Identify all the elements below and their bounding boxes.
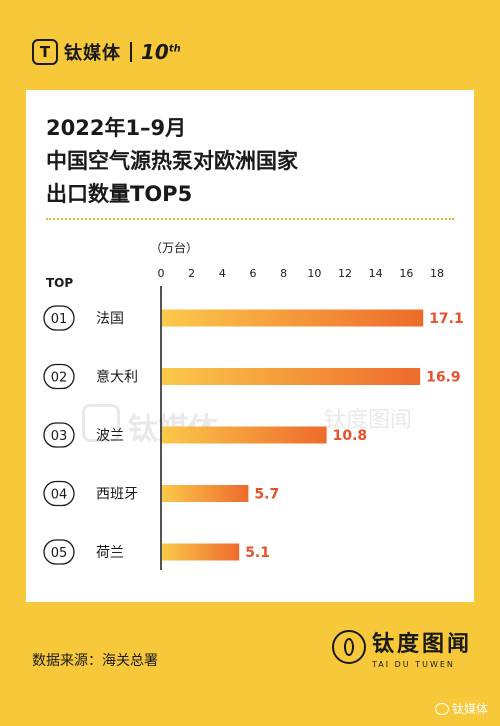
wechat-label: 钛媒体: [451, 702, 488, 716]
value-label: 16.9: [426, 370, 461, 386]
unit-label: （万台）: [150, 240, 198, 255]
rank-badge: [43, 363, 75, 390]
taidu-tuwen-stamp: 钛度图闻 TAI DU TUWEN: [332, 622, 472, 680]
x-tick-label: 16: [399, 267, 413, 280]
x-tick-label: 10: [307, 267, 321, 280]
rank-number: 05: [51, 546, 68, 561]
anniversary-badge: 10th: [141, 40, 181, 64]
rank-number: 01: [51, 312, 68, 327]
stamp-title: 钛度图闻: [372, 632, 473, 657]
brand-name: 钛媒体: [64, 43, 121, 64]
bar: [162, 309, 424, 327]
wechat-credit: 钛媒体: [434, 700, 488, 717]
bar: [162, 368, 421, 385]
x-tick-label: 8: [280, 267, 287, 280]
category-label: 意大利: [96, 369, 138, 386]
title-line-2: 中国空气源热泵对欧洲国家: [46, 149, 298, 173]
x-tick-label: 14: [369, 267, 383, 280]
title-line-1: 2022年1–9月: [46, 116, 187, 140]
x-tick-label: 6: [250, 267, 257, 280]
x-tick-label: 4: [219, 267, 226, 280]
rank-header: TOP: [46, 276, 73, 290]
value-label: 5.7: [254, 487, 279, 503]
stamp-subtitle: TAI DU TUWEN: [372, 660, 455, 669]
value-label: 10.8: [333, 428, 368, 444]
x-tick-label: 2: [188, 267, 195, 280]
category-label: 波兰: [96, 428, 124, 444]
dotted-divider: [46, 218, 454, 220]
bar: [162, 543, 240, 561]
x-tick-label: 0: [158, 267, 165, 280]
category-label: 法国: [96, 311, 124, 327]
header-divider: [130, 42, 132, 62]
stamp-eye-icon: [332, 630, 366, 664]
bar: [162, 426, 327, 444]
category-label: 西班牙: [96, 487, 138, 503]
x-tick-label: 12: [338, 267, 352, 280]
rank-badge: [43, 305, 75, 331]
brand-header: T 钛媒体 10th: [32, 36, 181, 68]
rank-badge: [43, 422, 75, 448]
rank-badge: [43, 539, 75, 565]
brand-logo-icon: T: [32, 39, 58, 65]
value-label: 17.1: [429, 311, 464, 327]
x-tick-label: 18: [430, 267, 444, 280]
title-line-3: 出口数量TOP5: [46, 182, 193, 206]
value-label: 5.1: [245, 545, 270, 561]
category-label: 荷兰: [96, 545, 124, 561]
rank-number: 03: [51, 429, 68, 444]
bar: [162, 485, 249, 502]
wechat-icon: [434, 702, 449, 715]
rank-badge: [43, 480, 75, 507]
data-source: 数据来源：海关总署: [32, 653, 158, 669]
chart-title: 2022年1–9月 中国空气源热泵对欧洲国家 出口数量TOP5: [46, 112, 446, 211]
rank-number: 02: [51, 371, 68, 386]
chart-card: [26, 90, 474, 602]
rank-number: 04: [51, 488, 68, 503]
